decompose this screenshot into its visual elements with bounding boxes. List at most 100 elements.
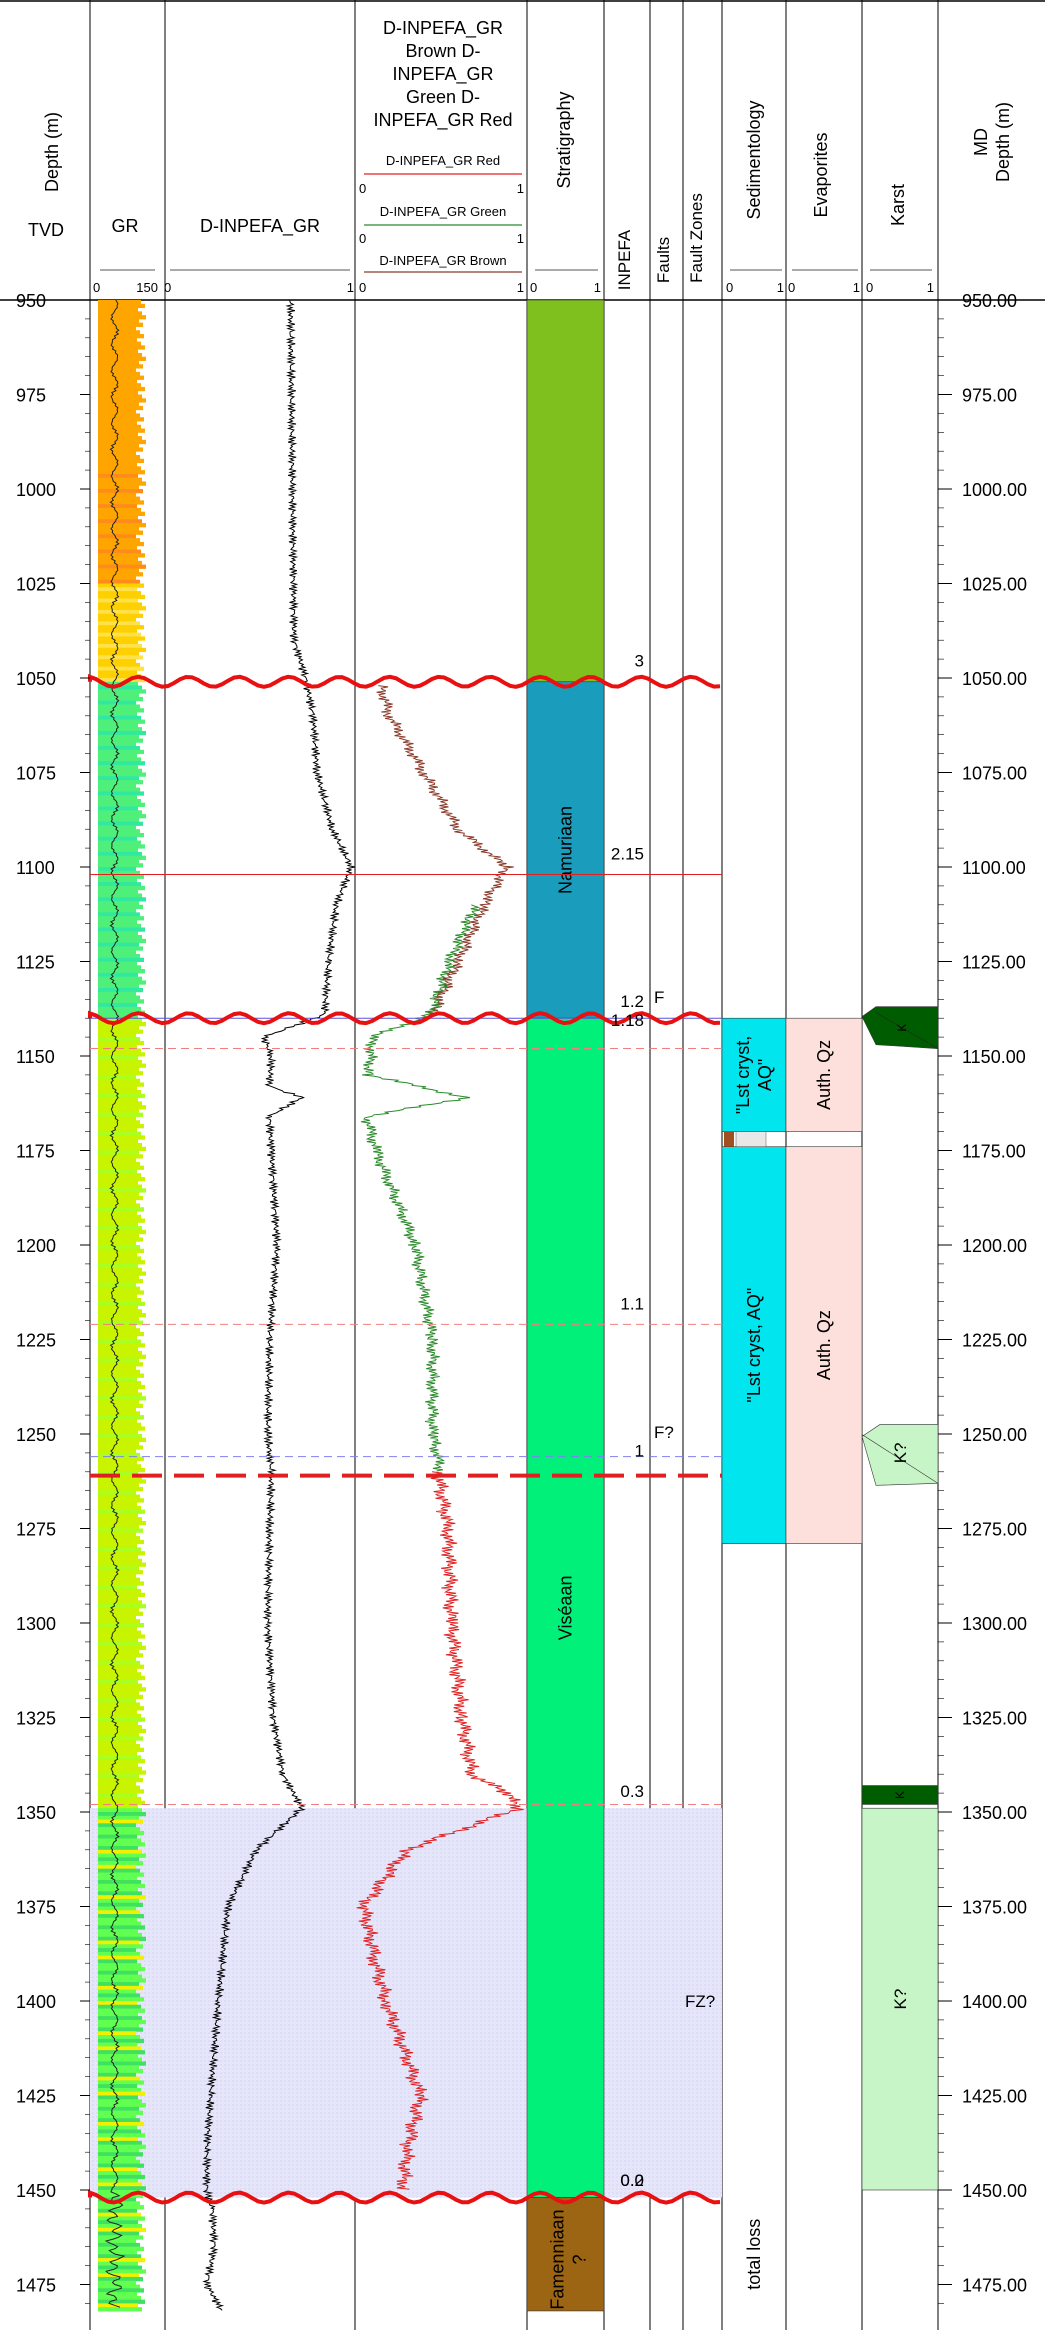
- gr-fill-segment: [98, 885, 145, 891]
- gr-fill-segment: [98, 1657, 136, 1662]
- gr-fill-segment: [98, 1449, 136, 1454]
- colored-track-title: D-INPEFA_GR Brown D- INPEFA_GR Green D- …: [373, 18, 512, 131]
- gr-fill-segment: [98, 874, 144, 879]
- gr-fill-segment: [98, 1910, 140, 1915]
- evap-unit: [785, 1017, 863, 1132]
- gr-fill-segment: [98, 1774, 139, 1779]
- gr-fill-segment: [98, 1290, 144, 1295]
- gr-fill-segment: [98, 1872, 144, 1877]
- tvd-tick-label: 1125: [16, 953, 55, 973]
- gr-fill-segment: [98, 458, 144, 464]
- gr-fill-segment: [98, 2137, 138, 2142]
- gr-fill-segment: [98, 364, 143, 369]
- gr-fill-segment: [98, 1116, 136, 1121]
- gr-fill-segment: [98, 2171, 141, 2176]
- gr-fill-segment: [98, 1418, 137, 1424]
- gr-fill-segment: [98, 1725, 142, 1730]
- gr-fill-segment: [98, 1505, 141, 1511]
- sed-unit: [721, 1146, 787, 1544]
- gr-fill-segment: [98, 560, 142, 566]
- gr-fill-segment: [98, 1536, 140, 1541]
- gr-fill-segment: [98, 402, 139, 407]
- gr-fill-segment: [98, 1607, 139, 1613]
- sed-total-loss-label: total loss: [744, 2219, 764, 2290]
- gr-fill-segment: [98, 1445, 143, 1450]
- gr-fill-segment: [98, 405, 143, 411]
- gr-fill-segment: [98, 2159, 140, 2165]
- gr-fill-segment: [98, 2027, 143, 2032]
- gr-fill-segment: [98, 1660, 140, 1666]
- gr-fill-segment: [98, 1430, 138, 1435]
- gr-fill-segment: [98, 757, 141, 762]
- gr-fill-segment: [98, 1207, 144, 1212]
- gr-fill-segment: [98, 2193, 143, 2199]
- gr-fill-segment: [98, 1728, 146, 1734]
- gr-fill-segment: [98, 1456, 144, 1461]
- gr-fill-segment: [98, 1585, 137, 1590]
- gr-fill-segment: [98, 625, 144, 630]
- gr-fill-segment: [98, 662, 140, 668]
- tvd-tick-label: 1225: [16, 1331, 56, 1351]
- gr-fill-segment: [98, 538, 140, 543]
- fault-label: F: [654, 988, 664, 1007]
- gr-fill-segment: [98, 2008, 145, 2013]
- gr-fill-segment: [98, 322, 143, 327]
- gr-fill-segment: [98, 1853, 146, 1858]
- gr-fill-segment: [98, 696, 143, 702]
- gr-fill-segment: [98, 1105, 146, 1110]
- colored-title-line: Brown D-: [405, 41, 480, 61]
- gr-fill-segment: [98, 2110, 143, 2115]
- gr-fill-segment: [98, 829, 140, 834]
- gr-fill-segment: [98, 870, 140, 876]
- gr-fill-segment: [98, 2004, 141, 2010]
- tvd-tick-label: 1150: [16, 1047, 55, 1067]
- gr-fill-segment: [98, 689, 146, 694]
- gr-fill-segment: [98, 613, 143, 619]
- gr-fill-segment: [98, 908, 136, 913]
- gr-fill-segment: [98, 1369, 140, 1375]
- green-curve: [360, 904, 481, 1472]
- gr-fill-segment: [98, 651, 139, 656]
- gr-fill-segment: [98, 477, 142, 482]
- gr-fill-segment: [98, 2174, 145, 2180]
- gr-fill-segment: [98, 715, 141, 721]
- gr-fill-segment: [98, 753, 137, 758]
- tvd-tick-label: 1200: [16, 1236, 56, 1256]
- gr-fill-segment: [98, 1195, 143, 1201]
- gr-fill-segment: [98, 2235, 143, 2240]
- md-tick-label: 1350.00: [962, 1803, 1027, 1823]
- sed-unit: [721, 1017, 787, 1132]
- gr-fill-segment: [98, 647, 146, 653]
- inpefa-label: 0.2: [620, 2171, 644, 2190]
- gr-fill-segment: [98, 783, 136, 789]
- gr-fill-segment: [98, 1974, 142, 1979]
- inpefa-label: 3: [635, 652, 644, 671]
- gr-fill-segment: [98, 2186, 146, 2191]
- gr-fill-segment: [98, 519, 142, 524]
- gr-fill-segment: [98, 1271, 146, 1276]
- gr-fill-segment: [98, 1623, 144, 1628]
- gr-fill-segment: [98, 443, 139, 448]
- gr-fill-segment: [98, 1335, 137, 1340]
- gr-fill-segment: [98, 1313, 146, 1318]
- gr-fill-segment: [98, 1415, 144, 1420]
- gr-fill-segment: [98, 791, 144, 796]
- gr-fill-segment: [98, 1498, 144, 1503]
- gr-fill-segment: [98, 2261, 138, 2267]
- gr-fill-segment: [98, 1827, 140, 1832]
- gr-fill-segment: [98, 1052, 145, 1057]
- gr-fill-segment: [98, 1638, 138, 1643]
- gr-fill-segment: [98, 1131, 141, 1136]
- gr-fill-segment: [98, 1086, 137, 1091]
- gr-fill-segment: [98, 2292, 137, 2297]
- gr-fill-segment: [98, 318, 139, 324]
- gr-fill-segment: [98, 1021, 146, 1027]
- gr-fill-segment: [98, 2288, 144, 2293]
- gr-fill-segment: [98, 1762, 138, 1768]
- gr-fill-segment: [98, 1328, 140, 1333]
- gr-fill-segment: [98, 394, 142, 399]
- gr-fill-segment: [98, 307, 138, 312]
- gr-fill-segment: [98, 1982, 139, 1987]
- gr-fill-segment: [98, 1619, 140, 1624]
